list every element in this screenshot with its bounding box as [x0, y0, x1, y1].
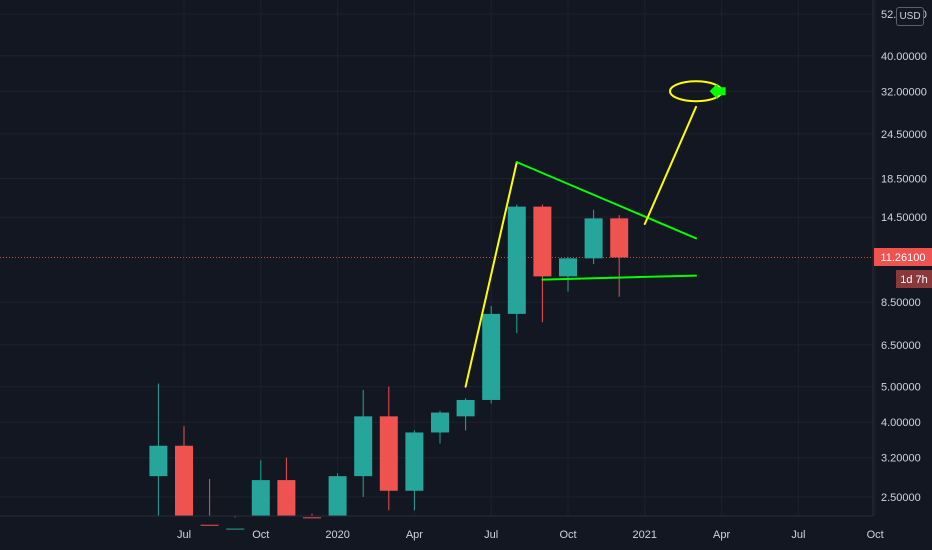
time-tick-label: 2020 [325, 529, 349, 541]
candle-down [610, 215, 629, 297]
candle-body [149, 445, 168, 477]
current-price-badge [874, 248, 932, 266]
candle-body [584, 218, 603, 259]
candle-body [226, 528, 245, 530]
current-price-label: 11.26100 1d 7h [874, 248, 932, 288]
trend-line-yellow [643, 105, 697, 225]
candle-up [354, 389, 373, 497]
time-tick-label: 2021 [633, 529, 657, 541]
candle-up [482, 306, 501, 404]
time-tick-label: Apr [406, 529, 423, 541]
time-tick-label: Jul [484, 529, 498, 541]
trend-line-green [515, 161, 697, 240]
candle-body [456, 399, 475, 417]
time-tick-label: Apr [713, 529, 730, 541]
candle-up [456, 398, 475, 431]
candle-body [559, 258, 577, 277]
candle-body [354, 416, 373, 477]
price-tick-label: 5.00000 [881, 382, 921, 394]
candle-up [507, 204, 526, 334]
candle-body [328, 476, 347, 516]
candle-body [482, 313, 501, 400]
time-axis[interactable]: Jul Oct 2020 Apr Jul Oct 2021 Apr Jul Oct [177, 529, 884, 541]
candle-up [431, 410, 449, 444]
time-tick-label: Oct [252, 529, 269, 541]
candle-up [405, 430, 424, 511]
trend-line-yellow [464, 161, 518, 388]
candle-down [533, 204, 552, 323]
price-tick-label: 6.50000 [881, 340, 921, 352]
countdown-value: 1d 7h [900, 274, 928, 286]
candle-body [610, 218, 629, 258]
candle-body [379, 416, 398, 491]
candle-up [251, 460, 270, 516]
candle-body [507, 206, 526, 314]
trend-line-green [541, 274, 697, 281]
target-arrow-icon [709, 83, 726, 100]
price-axis[interactable]: 52.0000040.0000032.0000024.5000018.50000… [881, 9, 927, 504]
price-tick-label: 4.00000 [881, 417, 921, 429]
price-tick-label: 18.50000 [881, 173, 927, 185]
price-tick-label: 14.50000 [881, 212, 927, 224]
countdown-badge [896, 270, 932, 288]
time-tick-label: Jul [177, 529, 191, 541]
candle-body [533, 206, 552, 277]
price-tick-label: 3.20000 [881, 453, 921, 465]
candle-up [584, 209, 603, 265]
candle-body [431, 412, 449, 433]
candle-down [175, 426, 193, 516]
candle-down [379, 386, 398, 511]
candlestick-series [149, 204, 629, 530]
price-tick-label: 32.00000 [881, 86, 927, 98]
currency-button[interactable]: USD [896, 7, 924, 26]
price-tick-label: 24.50000 [881, 129, 927, 141]
time-tick-label: Oct [559, 529, 576, 541]
candle-body [200, 524, 219, 526]
time-tick-label: Jul [791, 529, 805, 541]
candle-down [200, 478, 219, 526]
price-tick-label: 8.50000 [881, 297, 921, 309]
price-tick-label: 40.00000 [881, 51, 927, 63]
candle-body [175, 445, 193, 516]
price-tick-label: 2.50000 [881, 492, 921, 504]
candle-up [559, 256, 577, 292]
current-price-value: 11.26100 [880, 252, 925, 264]
candle-down [277, 457, 296, 516]
candle-body [303, 517, 321, 519]
candle-up [149, 383, 168, 516]
time-tick-label: Oct [867, 529, 884, 541]
candle-body [405, 432, 424, 491]
candle-body [277, 480, 296, 516]
drawing-annotations [464, 80, 726, 388]
candle-body [251, 480, 270, 516]
candle-up [328, 473, 347, 516]
